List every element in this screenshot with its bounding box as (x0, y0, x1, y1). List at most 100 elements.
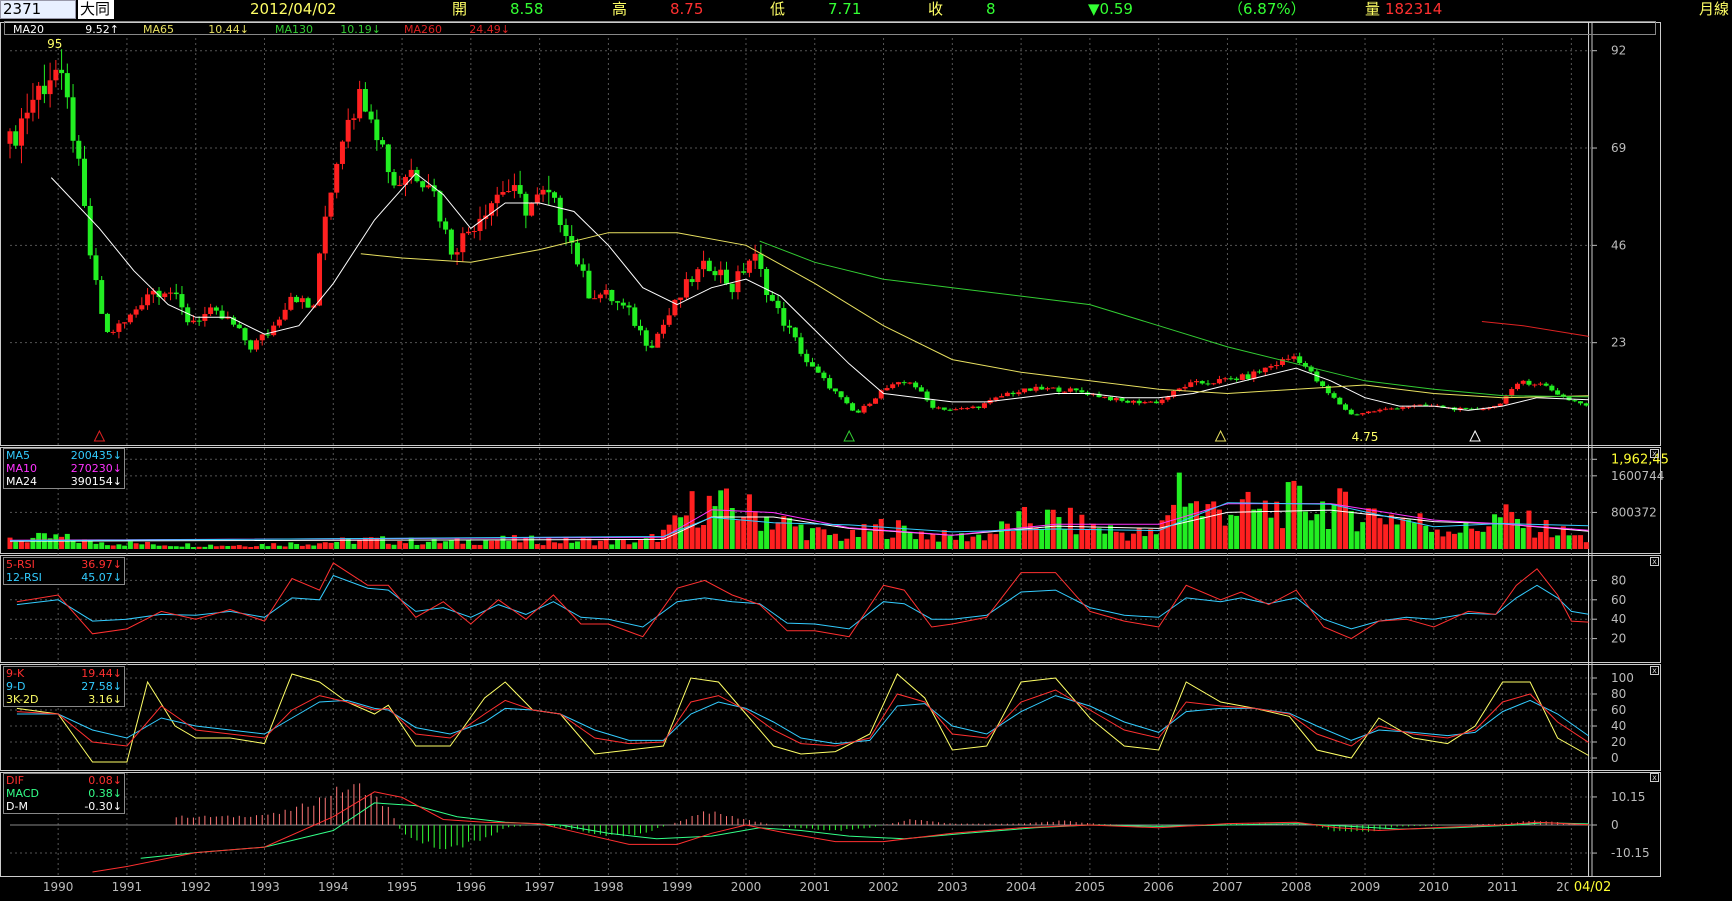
price-legend-value: 24.49↓ (469, 23, 510, 36)
price-candle (133, 309, 139, 315)
volume-bar (1503, 504, 1509, 549)
kd-y-tick-label: 80 (1611, 687, 1626, 701)
price-candle (30, 99, 36, 113)
volume-bar (1039, 529, 1045, 549)
price-candle (1056, 387, 1062, 392)
price-candle (609, 289, 615, 302)
price-legend-value: 9.52↑ (85, 23, 119, 36)
low-label: 低 (770, 0, 786, 18)
volume-bar (1325, 529, 1331, 549)
price-candle (936, 407, 942, 409)
price-candle (855, 410, 861, 413)
high-value: 8.75 (670, 0, 704, 18)
price-candle (18, 118, 24, 146)
price-candle (1302, 363, 1308, 367)
price-candle (1371, 411, 1377, 413)
volume-bar (93, 543, 99, 549)
volume-bar (1228, 514, 1234, 549)
open-value: 8.58 (510, 0, 544, 18)
price-candle (1291, 356, 1297, 359)
volume-bar (1113, 531, 1119, 549)
close-label: 收 (928, 0, 944, 18)
price-candle (958, 408, 964, 410)
volume-bar (242, 546, 248, 549)
volume-bar (712, 506, 718, 549)
rsi-panel-close-button[interactable]: x (1650, 557, 1659, 566)
volume-bar (895, 520, 901, 549)
macd-panel-close-button[interactable]: x (1650, 773, 1659, 782)
price-candle (540, 189, 546, 195)
volume-bar (936, 541, 942, 549)
price-candle (890, 384, 896, 389)
volume-bar (466, 539, 472, 549)
price-candle (523, 193, 529, 216)
price-candle (1165, 396, 1171, 400)
volume-bar (798, 524, 804, 549)
volume-bar (116, 544, 122, 549)
volume-bar (884, 538, 890, 549)
volume-bar (643, 538, 649, 549)
macd-panel-frame (0, 772, 1661, 877)
volume-bar (1176, 472, 1182, 549)
volume-bar (208, 544, 214, 549)
volume-bar (741, 517, 747, 549)
kd-legend-box (3, 666, 125, 707)
price-candle (1159, 399, 1165, 404)
x-tick-label: 1992 (180, 880, 211, 894)
price-candle (861, 405, 867, 413)
price-candle (179, 294, 185, 308)
price-candle (294, 296, 300, 303)
price-candle (24, 112, 30, 119)
price-candle (448, 229, 454, 255)
price-candle (947, 409, 953, 411)
volume-bar (328, 542, 334, 549)
volume-bar (1543, 520, 1549, 549)
price-panel-frame (0, 22, 1661, 446)
volume-bar (1331, 503, 1337, 549)
kd-legend-value: 19.44↓ (81, 667, 122, 680)
volume-bar (1578, 535, 1584, 549)
volume-bar (1251, 509, 1257, 549)
quote-date: 2012/04/02 (250, 0, 337, 18)
price-y-tick-label: 69 (1611, 141, 1626, 155)
kd-panel-close-button[interactable]: x (1650, 666, 1659, 675)
x-tick-label: 1991 (112, 880, 143, 894)
volume-bar (1291, 480, 1297, 549)
x-tick-label: 2001 (799, 880, 830, 894)
price-candle (437, 191, 443, 222)
price-candle (758, 253, 764, 269)
price-candle (219, 310, 225, 319)
volume-bar (1365, 508, 1371, 549)
price-candle (299, 298, 305, 303)
volume-bar (385, 543, 391, 549)
volume-bar (477, 544, 483, 549)
price-candle (41, 85, 47, 95)
price-candle (1509, 389, 1515, 397)
price-candle (666, 315, 672, 325)
price-candle (1279, 359, 1285, 365)
price-candle (1262, 367, 1268, 373)
volume-bar (1302, 511, 1308, 549)
volume-panel-close-button[interactable]: x (1650, 449, 1659, 458)
volume-bar (380, 536, 386, 549)
price-candle (580, 264, 586, 271)
volume-bar (947, 535, 953, 549)
volume-legend-name: MA10 (6, 462, 37, 475)
price-candle (781, 308, 787, 326)
volume-bar (735, 520, 741, 549)
volume-bar (236, 545, 242, 549)
price-candle (1480, 409, 1486, 411)
price-candle (70, 97, 76, 141)
price-candle (695, 269, 701, 283)
volume-bar (506, 540, 512, 549)
volume-bar (122, 545, 128, 549)
volume-bar (196, 546, 202, 549)
volume-bar (1400, 517, 1406, 549)
symbol-input[interactable] (0, 0, 76, 19)
price-candle (414, 169, 420, 182)
volume-bar (626, 544, 632, 549)
price-legend-name: MA20 (13, 23, 44, 36)
volume-bar (99, 542, 105, 549)
rsi-y-tick-label: 20 (1611, 632, 1626, 646)
